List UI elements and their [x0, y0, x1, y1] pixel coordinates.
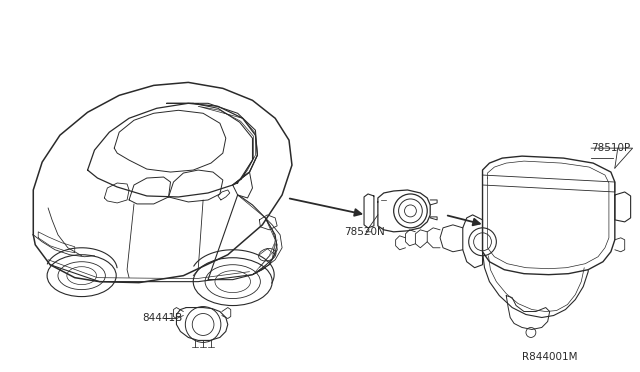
Text: 78510P: 78510P — [591, 143, 630, 153]
Text: R844001M: R844001M — [522, 352, 577, 362]
Text: 84441B: 84441B — [142, 312, 182, 323]
Text: 78520N: 78520N — [344, 227, 385, 237]
